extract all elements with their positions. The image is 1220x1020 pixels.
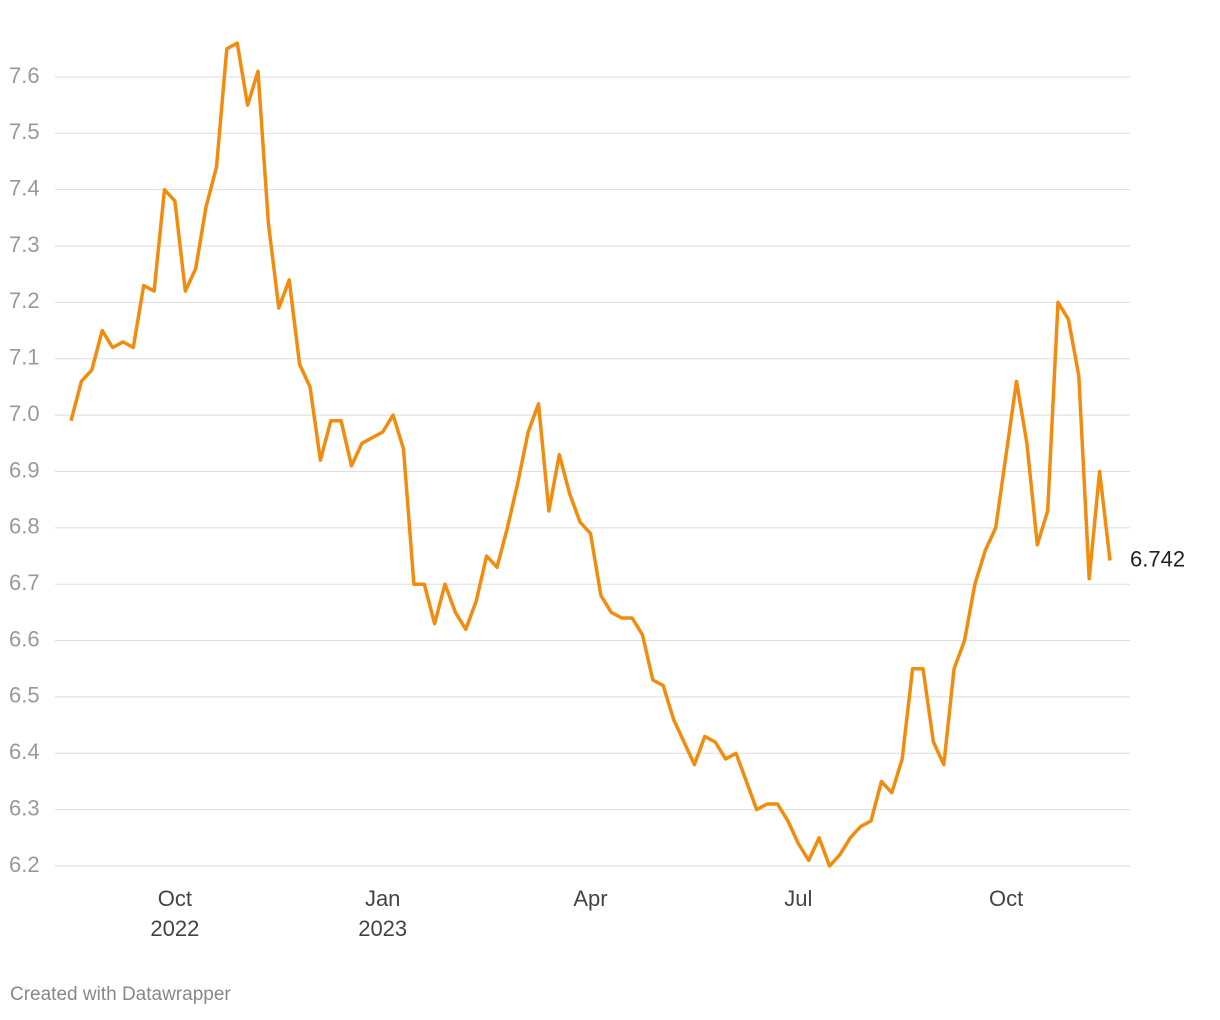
y-tick-label: 7.4	[9, 175, 40, 200]
y-tick-label: 6.9	[9, 457, 40, 482]
y-tick-label: 6.3	[9, 795, 40, 820]
credit: Created with Datawrapper	[10, 984, 231, 1005]
y-tick-label: 6.4	[9, 739, 40, 764]
line	[69, 41, 1112, 868]
end-label: 6.742	[1130, 546, 1185, 571]
y-tick-label: 7.1	[9, 345, 40, 370]
y-tick-label: 6.8	[9, 514, 40, 539]
x-tick-label: Oct 2022	[150, 886, 200, 941]
y-tick-label: 6.2	[9, 852, 40, 877]
y-tick-label: 7.3	[9, 232, 40, 257]
y-tick-label: 7.2	[9, 288, 40, 313]
x-tick-label: Apr	[573, 886, 608, 911]
y-tick-label: 6.5	[9, 683, 40, 708]
y-tick-label: 7.6	[9, 63, 40, 88]
y-tick-label: 7.0	[9, 401, 40, 426]
x-tick-label: Jul	[784, 886, 813, 911]
y-tick-label: 6.6	[9, 626, 40, 651]
x-tick-label: Jan 2023	[358, 886, 408, 941]
y-tick-label: 7.5	[9, 119, 40, 144]
y-tick-label: 6.7	[9, 570, 40, 595]
x-tick-label: Oct	[988, 886, 1024, 911]
